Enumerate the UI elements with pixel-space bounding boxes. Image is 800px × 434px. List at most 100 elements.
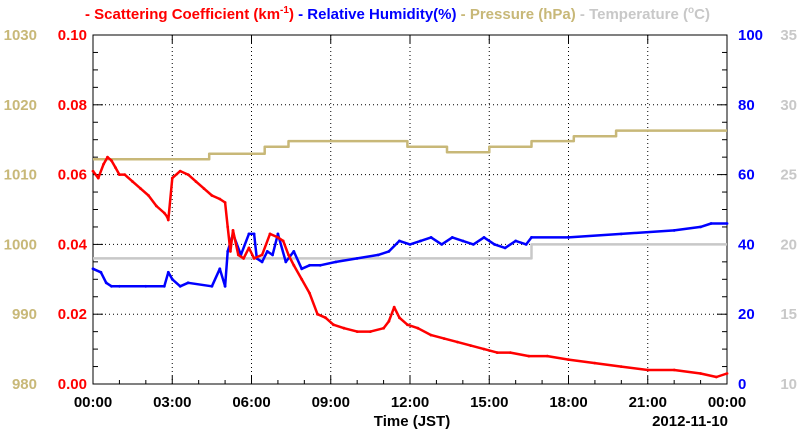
data-point-scattering-coefficient	[242, 257, 246, 260]
data-point-relative-humidity	[709, 222, 713, 225]
data-point-relative-humidity	[162, 284, 166, 288]
temperature-tick-label: 35	[780, 27, 797, 44]
x-tick-label: 00:00	[74, 394, 112, 411]
humidity-tick-label: 0	[738, 376, 746, 393]
date-label: 2012-11-10	[652, 413, 728, 430]
data-point-scattering-coefficient	[715, 375, 718, 379]
data-point-scattering-coefficient	[725, 372, 729, 375]
legend-label-tail: )	[289, 6, 294, 23]
data-point-scattering-coefficient	[123, 173, 127, 177]
x-tick-label: 18:00	[549, 394, 587, 411]
data-point-relative-humidity	[178, 284, 182, 288]
data-point-relative-humidity	[503, 246, 507, 250]
data-point-relative-humidity	[398, 239, 401, 243]
data-point-scattering-coefficient	[252, 257, 256, 260]
x-tick-label: 06:00	[232, 394, 270, 411]
legend-label-tail: C)	[694, 6, 710, 23]
data-point-scattering-coefficient	[268, 232, 272, 236]
data-point-scattering-coefficient	[162, 211, 166, 215]
data-point-scattering-coefficient	[96, 176, 100, 180]
data-point-scattering-coefficient	[178, 169, 182, 173]
x-tick-label: 12:00	[391, 394, 429, 411]
data-point-relative-humidity	[355, 257, 359, 260]
scattering-tick-label: 0.02	[58, 306, 87, 323]
data-point-relative-humidity	[472, 243, 475, 246]
data-point-relative-humidity	[99, 270, 103, 274]
data-point-relative-humidity	[144, 284, 148, 288]
data-point-relative-humidity	[376, 253, 380, 257]
data-point-relative-humidity	[260, 260, 264, 264]
data-point-scattering-coefficient	[324, 316, 327, 320]
data-point-relative-humidity	[271, 253, 274, 257]
data-point-scattering-coefficient	[469, 344, 473, 347]
humidity-tick-label: 20	[738, 306, 755, 323]
data-point-scattering-coefficient	[332, 323, 335, 327]
data-point-relative-humidity	[223, 284, 227, 288]
chart-legend: - Scattering Coefficient (km-1) - Relati…	[85, 5, 710, 23]
data-point-relative-humidity	[619, 232, 623, 236]
data-point-scattering-coefficient	[672, 368, 676, 372]
legend-label: Scattering Coefficient (km	[94, 6, 280, 23]
pressure-tick-label: 1020	[4, 97, 37, 114]
humidity-tick-label: 80	[738, 97, 755, 114]
data-point-scattering-coefficient	[495, 351, 499, 354]
data-point-relative-humidity	[104, 281, 108, 285]
data-point-scattering-coefficient	[102, 162, 105, 166]
data-point-relative-humidity	[252, 232, 256, 236]
data-point-scattering-coefficient	[355, 330, 359, 333]
data-point-scattering-coefficient	[342, 326, 346, 330]
legend-dash: -	[294, 6, 307, 23]
data-point-scattering-coefficient	[308, 291, 311, 295]
series-line-relative-humidity	[92, 222, 727, 288]
data-point-relative-humidity	[292, 250, 296, 253]
data-point-relative-humidity	[110, 284, 113, 288]
data-point-scattering-coefficient	[186, 173, 190, 177]
x-axis: 00:00 03:00 06:00 09:00 12:00 15:00 18:00 21:00…	[74, 35, 746, 411]
data-point-scattering-coefficient	[387, 319, 391, 323]
data-point-relative-humidity	[493, 243, 496, 246]
data-point-relative-humidity	[91, 267, 95, 271]
data-point-scattering-coefficient	[260, 253, 264, 257]
data-point-scattering-coefficient	[229, 250, 232, 253]
x-tick-label: 09:00	[312, 394, 350, 411]
data-point-relative-humidity	[308, 263, 311, 267]
data-point-scattering-coefficient	[218, 197, 222, 201]
data-point-scattering-coefficient	[416, 326, 420, 330]
data-point-scattering-coefficient	[139, 187, 143, 191]
x-tick-label: 15:00	[470, 394, 508, 411]
data-point-scattering-coefficient	[194, 180, 198, 184]
x-tick-label: 21:00	[629, 394, 667, 411]
data-point-scattering-coefficient	[287, 253, 290, 257]
temperature-tick-label: 10	[780, 376, 797, 393]
scattering-tick-label: 0.00	[58, 376, 87, 393]
data-point-scattering-coefficient	[546, 354, 549, 358]
data-point-scattering-coefficient	[223, 201, 227, 204]
data-point-scattering-coefficient	[247, 246, 251, 250]
data-point-scattering-coefficient	[226, 225, 230, 229]
data-point-scattering-coefficient	[281, 239, 285, 243]
scattering-tick-label: 0.10	[58, 27, 87, 44]
data-point-relative-humidity	[276, 232, 280, 236]
scattering-tick-label: 0.08	[58, 97, 87, 114]
data-point-scattering-coefficient	[593, 361, 597, 365]
data-point-scattering-coefficient	[619, 365, 623, 368]
data-point-relative-humidity	[218, 267, 222, 271]
legend-dash: -	[85, 6, 94, 23]
pressure-tick-label: 1010	[4, 167, 37, 184]
chart-grid	[93, 35, 727, 384]
data-point-scattering-coefficient	[131, 180, 135, 184]
data-point-relative-humidity	[300, 267, 304, 271]
data-point-scattering-coefficient	[509, 351, 512, 354]
data-point-scattering-coefficient	[106, 155, 109, 159]
data-point-relative-humidity	[672, 229, 676, 232]
data-point-scattering-coefficient	[202, 187, 206, 191]
legend-superscript: -1	[280, 5, 289, 16]
pressure-tick-label: 980	[12, 376, 37, 393]
pressure-tick-label: 1030	[4, 27, 37, 44]
data-point-relative-humidity	[440, 243, 444, 246]
data-point-relative-humidity	[166, 270, 170, 274]
data-point-relative-humidity	[567, 236, 570, 239]
data-point-scattering-coefficient	[155, 204, 158, 208]
legend-label: Pressure (hPa)	[470, 6, 576, 23]
data-point-relative-humidity	[247, 232, 251, 236]
